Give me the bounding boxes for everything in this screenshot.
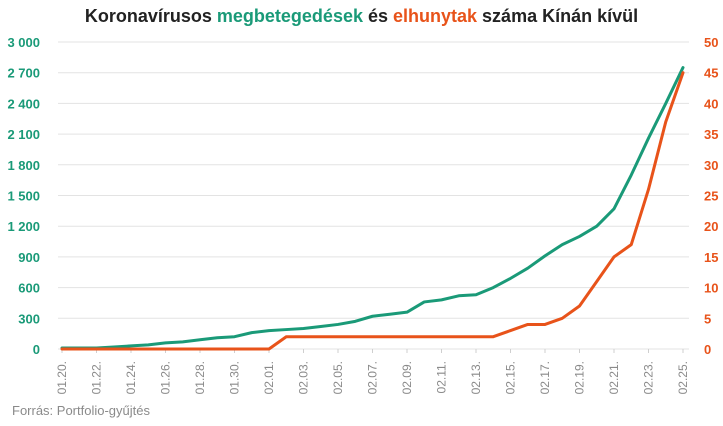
- chart-title: Koronavírusos megbetegedések és elhunyta…: [0, 6, 723, 27]
- x-tick-label: 02.21.: [607, 361, 621, 394]
- y-right-tick-label: 50: [704, 35, 718, 50]
- x-tick-label: 01.26.: [159, 361, 173, 394]
- x-tick-label: 02.09.: [400, 361, 414, 394]
- x-tick-label: 02.11.: [435, 361, 449, 393]
- series-line-deaths: [60, 71, 685, 351]
- y-left-tick-label: 1 800: [7, 158, 40, 173]
- y-left-tick-label: 3 000: [7, 35, 40, 50]
- x-tick-label: 01.28.: [193, 361, 207, 394]
- y-left-tick-label: 2 400: [7, 96, 40, 111]
- y-right-tick-label: 45: [704, 66, 718, 81]
- y-right-tick-label: 0: [704, 342, 711, 357]
- x-tick-label: 02.07.: [366, 361, 380, 394]
- x-tick-label: 02.25.: [676, 361, 690, 394]
- title-part-1: Koronavírusos: [84, 6, 217, 26]
- y-right-tick-label: 35: [704, 127, 718, 142]
- y-right-tick-label: 40: [704, 96, 718, 111]
- x-tick-label: 01.20.: [55, 361, 69, 394]
- y-right-tick-label: 5: [704, 311, 711, 326]
- title-part-3: és: [362, 6, 394, 26]
- series-lines: [60, 66, 685, 351]
- title-deaths-highlight: elhunytak: [393, 6, 478, 26]
- title-cases-highlight: megbetegedések: [216, 6, 363, 26]
- x-tick-label: 02.19.: [573, 361, 587, 394]
- x-tick-label: 02.13.: [469, 361, 483, 394]
- x-tick-label: 02.01.: [262, 361, 276, 394]
- title-part-5: száma Kínán kívül: [477, 6, 639, 26]
- y-right-tick-label: 15: [704, 250, 718, 265]
- x-tick-label: 02.05.: [331, 361, 345, 394]
- x-tick-label: 01.22.: [90, 361, 104, 394]
- grid-lines: [58, 41, 689, 350]
- y-left-tick-label: 1 500: [7, 189, 40, 204]
- y-left-tick-label: 0: [33, 342, 40, 357]
- y-left-tick-label: 1 200: [7, 219, 40, 234]
- y-left-tick-label: 900: [18, 250, 40, 265]
- right-axis-ticks: 0 5 10 15 20 25 30 35 40 45 50: [704, 35, 718, 357]
- y-left-tick-label: 2 700: [7, 66, 40, 81]
- y-left-tick-label: 2 100: [7, 127, 40, 142]
- series-line-cases: [60, 66, 685, 350]
- x-axis-ticks: 01.20. 01.22. 01.24. 01.26. 01.28. 01.30. 02.0…: [55, 349, 690, 394]
- y-right-tick-label: 20: [704, 219, 718, 234]
- y-right-tick-label: 25: [704, 189, 718, 204]
- y-left-tick-label: 300: [18, 311, 40, 326]
- x-tick-label: 02.03.: [297, 361, 311, 394]
- x-tick-label: 02.23.: [642, 361, 656, 394]
- x-tick-label: 02.15.: [504, 361, 518, 394]
- x-tick-label: 01.24.: [124, 361, 138, 394]
- source-note: Forrás: Portfolio-gyűjtés: [12, 403, 150, 418]
- x-tick-label: 01.30.: [228, 361, 242, 394]
- y-right-tick-label: 30: [704, 158, 718, 173]
- x-tick-label: 02.17.: [538, 361, 552, 394]
- left-axis-ticks: 0 300 600 900 1 200 1 500 1 800 2 100 2 400 2 700…: [7, 35, 40, 357]
- y-left-tick-label: 600: [18, 281, 40, 296]
- y-right-tick-label: 10: [704, 281, 718, 296]
